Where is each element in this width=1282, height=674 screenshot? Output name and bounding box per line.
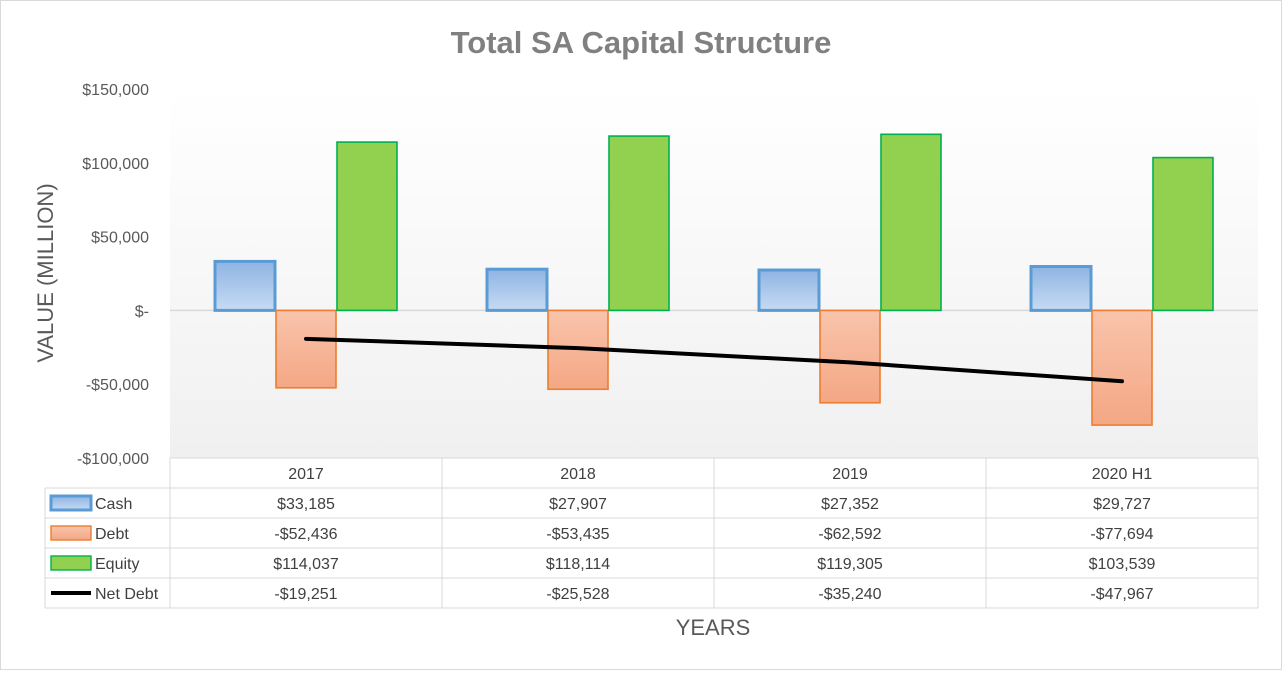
table-cell-value: $27,352 xyxy=(821,496,879,513)
cash-bar xyxy=(213,259,277,312)
table-cell-value: $29,727 xyxy=(1093,496,1151,513)
equity-bar xyxy=(608,135,670,312)
table-cell-value: -$62,592 xyxy=(818,526,881,543)
debt-bar xyxy=(819,309,881,404)
net-debt-line xyxy=(304,336,1124,384)
x-category-label: 2019 xyxy=(832,466,868,483)
x-category-label: 2018 xyxy=(560,466,596,483)
x-category-label: 2017 xyxy=(288,466,324,483)
legend-key-cash xyxy=(49,494,93,512)
data-table: 2017 2018 2019 2020 H1 Cash $33,185 $27,907 $27… xyxy=(44,457,1259,609)
legend-label: Debt xyxy=(95,526,129,543)
y-axis-title: VALUE (MILLION) xyxy=(33,183,58,362)
table-cell-value: $103,539 xyxy=(1089,556,1156,573)
table-cell-value: -$53,435 xyxy=(546,526,609,543)
y-tick-label: -$100,000 xyxy=(77,451,149,468)
table-cell-value: -$77,694 xyxy=(1090,526,1153,543)
y-tick-label: -$50,000 xyxy=(86,377,149,394)
table-cell-value: -$52,436 xyxy=(274,526,337,543)
table-cell-value: $114,037 xyxy=(273,556,339,573)
legend-label: Net Debt xyxy=(95,586,159,603)
cash-bar xyxy=(1029,265,1093,312)
y-tick-label: $150,000 xyxy=(82,82,149,99)
table-cell-value: $119,305 xyxy=(817,556,883,573)
equity-bar xyxy=(880,133,942,312)
debt-bar xyxy=(1091,309,1153,426)
equity-bar xyxy=(336,141,398,312)
y-tick-label: $- xyxy=(135,303,149,320)
legend-key-debt xyxy=(50,525,92,541)
chart-title: Total SA Capital Structure xyxy=(451,25,832,60)
table-cell-value: $118,114 xyxy=(546,556,610,573)
x-axis-title: YEARS xyxy=(676,615,751,640)
table-cell-value: -$25,528 xyxy=(546,586,609,603)
cash-bar xyxy=(757,268,821,312)
x-category-label: 2020 H1 xyxy=(1092,466,1153,483)
table-cell-value: $33,185 xyxy=(277,496,335,513)
equity-bar xyxy=(1152,156,1214,312)
table-cell-value: $27,907 xyxy=(549,496,607,513)
table-cell-value: -$19,251 xyxy=(274,586,337,603)
y-tick-label: $50,000 xyxy=(91,230,149,247)
debt-bar xyxy=(275,309,337,389)
table-cell-value: -$35,240 xyxy=(818,586,881,603)
plot-area: $150,000 $100,000 $50,000 $- -$50,000 -$100,0… xyxy=(77,82,1258,468)
legend-label: Equity xyxy=(95,556,139,573)
y-tick-label: $100,000 xyxy=(82,156,149,173)
legend-key-equity xyxy=(50,555,92,571)
legend-label: Cash xyxy=(95,496,132,513)
table-cell-value: -$47,967 xyxy=(1090,586,1153,603)
cash-bar xyxy=(485,267,549,312)
